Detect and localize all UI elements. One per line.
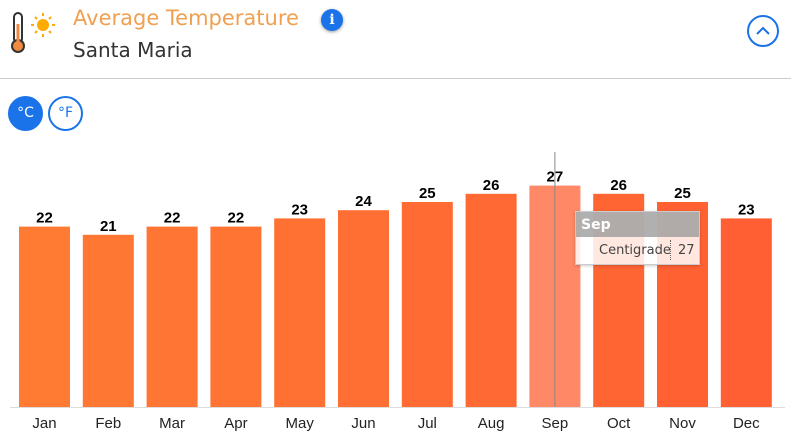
bar-mar[interactable] [146, 226, 198, 407]
data-label: 21 [100, 218, 117, 235]
tooltip-title: Sep [576, 212, 699, 237]
x-tick-label: Dec [733, 415, 760, 432]
data-label: 26 [483, 177, 500, 194]
fahrenheit-button[interactable]: °F [48, 96, 83, 131]
x-tick-label: Jul [418, 415, 437, 432]
x-tick-label: May [286, 415, 315, 432]
x-tick-label: Aug [478, 415, 505, 432]
bar-jul[interactable] [401, 202, 453, 407]
data-label: 26 [610, 177, 627, 194]
data-label: 22 [36, 210, 53, 227]
celsius-button[interactable]: °C [8, 96, 43, 131]
data-label: 25 [419, 185, 436, 202]
data-label: 25 [674, 185, 691, 202]
header: Average Temperature Santa Maria i [0, 0, 791, 79]
bar-jun[interactable] [338, 210, 389, 407]
x-tick-label: Mar [159, 415, 185, 432]
bar-dec[interactable] [720, 218, 772, 407]
x-tick-label: Oct [607, 415, 631, 432]
bar-feb[interactable] [82, 234, 134, 407]
bar-aug[interactable] [465, 193, 517, 407]
tooltip-series-label: Centigrade [599, 243, 671, 258]
x-tick-label: Jan [32, 415, 56, 432]
tooltip: Sep Centigrade 27 [575, 211, 700, 265]
x-tick-label: Nov [669, 415, 696, 432]
bar-apr[interactable] [210, 226, 262, 407]
tooltip-divider [670, 240, 671, 260]
info-icon[interactable]: i [321, 9, 343, 31]
collapse-button[interactable] [747, 15, 779, 47]
data-label: 22 [228, 210, 245, 227]
data-label: 23 [291, 201, 308, 218]
chart-title: Average Temperature [73, 6, 299, 30]
bar-may[interactable] [274, 218, 326, 407]
x-tick-label: Jun [351, 415, 375, 432]
tooltip-value: 27 [678, 243, 695, 258]
x-tick-label: Feb [95, 415, 121, 432]
bar-jan[interactable] [19, 226, 70, 407]
thermometer-sun-icon [11, 12, 55, 53]
data-label: 22 [164, 210, 181, 227]
x-tick-label: Sep [542, 415, 569, 432]
x-tick-label: Apr [224, 415, 247, 432]
chevron-up-icon [756, 26, 770, 35]
location-name: Santa Maria [73, 38, 193, 62]
data-label: 23 [738, 201, 755, 218]
data-label: 24 [355, 193, 372, 210]
